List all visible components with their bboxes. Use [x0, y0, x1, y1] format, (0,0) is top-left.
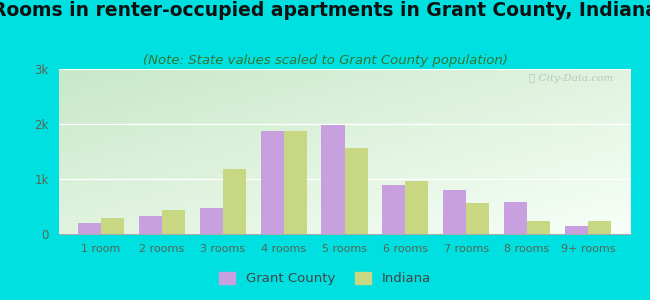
Bar — [223, 169, 246, 234]
Bar — [162, 210, 185, 234]
Bar — [78, 223, 101, 234]
Bar — [565, 226, 588, 234]
Bar — [443, 190, 466, 234]
Bar — [588, 221, 611, 234]
Bar — [527, 221, 550, 234]
Bar — [321, 125, 345, 234]
Bar — [139, 216, 162, 234]
Bar — [406, 181, 428, 234]
Text: (Note: State values scaled to Grant County population): (Note: State values scaled to Grant Coun… — [142, 54, 508, 67]
Bar — [101, 218, 124, 234]
Text: ⓘ City-Data.com: ⓘ City-Data.com — [529, 74, 614, 83]
Bar — [344, 148, 368, 234]
Bar — [283, 130, 307, 234]
Bar — [382, 184, 406, 234]
Bar — [200, 208, 223, 234]
Bar — [261, 130, 283, 234]
Bar — [466, 203, 489, 234]
Text: Rooms in renter-occupied apartments in Grant County, Indiana: Rooms in renter-occupied apartments in G… — [0, 2, 650, 20]
Bar — [504, 202, 527, 234]
Legend: Grant County, Indiana: Grant County, Indiana — [214, 266, 436, 290]
